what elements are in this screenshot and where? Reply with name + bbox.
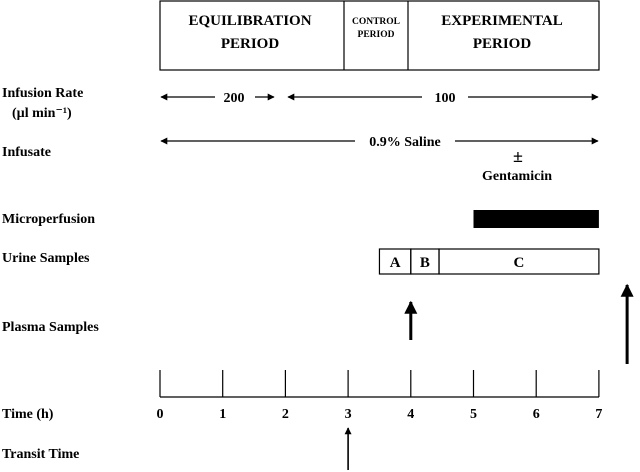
infusion-rate-label: Infusion Rate [2,86,83,101]
equilibration-label-line1: EQUILIBRATION [188,13,311,29]
time-axis-row: Time (h) 0 1 2 3 4 5 6 7 [2,370,602,422]
control-label-line2: PERIOD [358,30,395,40]
urine-samples-row: Urine Samples A B C [2,248,600,275]
transit-time-row: Transit Time [2,427,352,470]
transit-time-label: Transit Time [2,447,79,462]
time-axis-label: Time (h) [2,407,54,422]
microperfusion-row: Microperfusion [2,210,599,228]
control-label-line1: CONTROL [352,17,400,27]
urine-sample-label-b: B [420,255,430,271]
period-header: EQUILIBRATION PERIOD CONTROL PERIOD EXPE… [159,0,600,71]
time-tick-label-3: 3 [345,407,352,422]
infusate-row: Infusate 0.9% Saline ± Gentamicin [2,135,599,184]
experimental-label-line1: EXPERIMENTAL [441,13,562,29]
time-axis-ticks: 0 1 2 3 4 5 6 7 [157,370,602,422]
period-header-frame [159,0,600,71]
experimental-label-line2: PERIOD [473,36,532,52]
time-tick-label-6: 6 [533,407,540,422]
urine-sample-segments: A B C [378,248,600,275]
microperfusion-bar [473,210,599,228]
saline-label: 0.9% Saline [369,135,441,150]
rate-100-value: 100 [435,91,456,106]
time-tick-label-1: 1 [219,407,226,422]
infusion-rate-unit: (µl min⁻¹) [12,106,72,121]
time-tick-label-4: 4 [407,407,414,422]
plasma-samples-row: Plasma Samples [2,283,634,364]
gentamicin-label: Gentamicin [482,169,552,184]
infusion-rate-row: Infusion Rate (µl min⁻¹) 200 100 [2,86,599,121]
urine-sample-label-c: C [514,255,525,271]
infusate-label: Infusate [2,145,51,160]
rate-200-value: 200 [224,91,245,106]
time-tick-label-7: 7 [595,407,602,422]
time-tick-label-0: 0 [157,407,164,422]
microperfusion-label: Microperfusion [2,212,95,227]
plus-minus-sign: ± [513,146,523,166]
urine-sample-box-c [438,248,600,275]
urine-samples-label: Urine Samples [2,251,90,266]
time-tick-label-2: 2 [282,407,289,422]
equilibration-label-line2: PERIOD [221,36,280,52]
time-tick-label-5: 5 [470,407,477,422]
urine-sample-label-a: A [390,255,401,271]
plasma-samples-label: Plasma Samples [2,320,99,335]
